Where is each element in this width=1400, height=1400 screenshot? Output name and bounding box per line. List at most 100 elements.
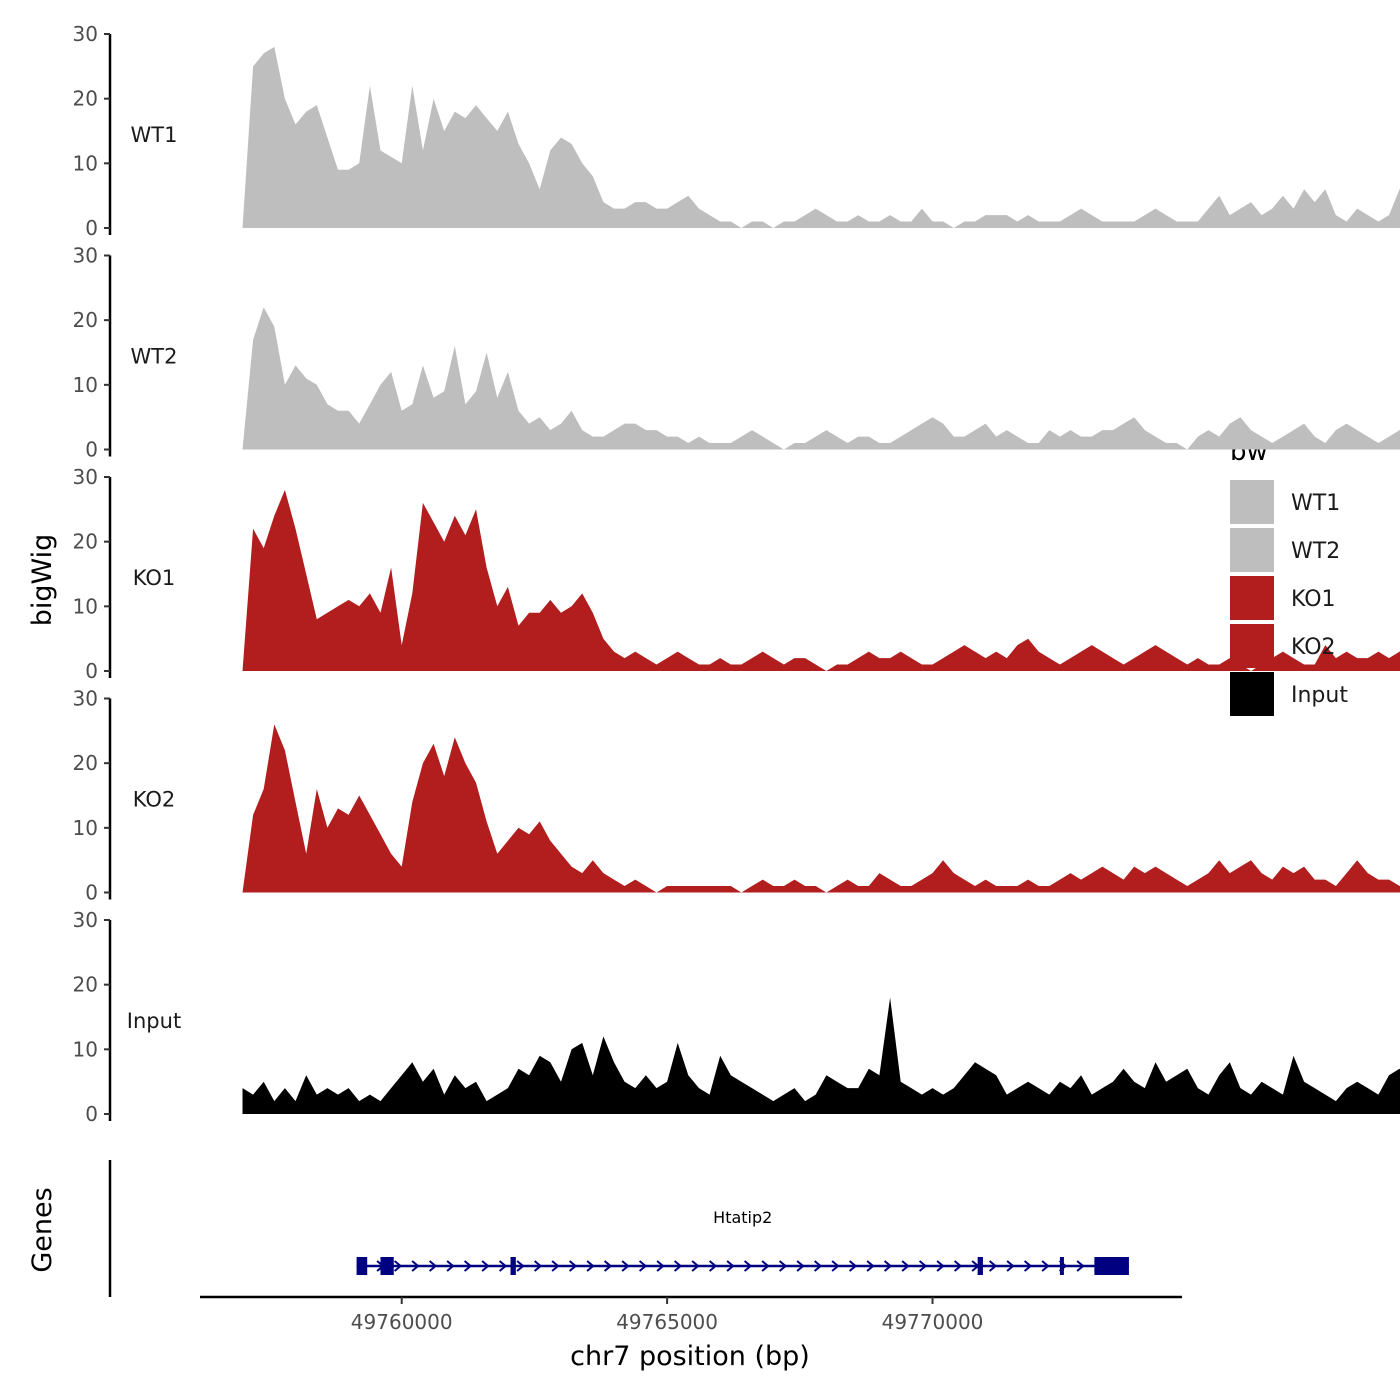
- track-wt2: 0 10 20 30 WT2: [73, 244, 1400, 462]
- exon: [1059, 1257, 1064, 1275]
- strand-arrow: [498, 1260, 508, 1272]
- strand-arrow: [918, 1260, 928, 1272]
- legend-item-ko2: KO2: [1230, 624, 1336, 668]
- strand-arrow: [813, 1260, 823, 1272]
- strand-arrow: [446, 1260, 455, 1272]
- y-tick-label: 10: [73, 151, 98, 175]
- track-wt1: 0 10 20 30 WT1: [73, 22, 1400, 240]
- strand-arrow: [953, 1260, 963, 1272]
- strand-arrow: [761, 1260, 770, 1272]
- track-label-wt1: WT1: [131, 123, 178, 147]
- track-label-input: Input: [127, 1009, 181, 1033]
- strand-arrow: [568, 1260, 578, 1272]
- gene-track: 49760000 49765000 49770000 Htatip2: [108, 1160, 1182, 1334]
- strand-arrow: [586, 1260, 595, 1272]
- strand-arrow: [1076, 1260, 1085, 1272]
- strand-arrow: [1041, 1260, 1050, 1272]
- y-tick-label: 20: [73, 87, 98, 111]
- track-ko2: 0 10 20 30 KO2: [73, 687, 1400, 905]
- strand-arrow: [883, 1260, 893, 1272]
- strand-arrow: [691, 1260, 700, 1272]
- strand-arrow: [516, 1260, 525, 1272]
- area-ko1: [242, 489, 1400, 671]
- track-ko1: 0 10 20 30 KO1: [73, 465, 1400, 683]
- y-tick-label: 0: [85, 881, 98, 905]
- x-tick-label: 49765000: [616, 1310, 718, 1334]
- y-tick-label: 30: [73, 22, 98, 46]
- strand-arrow: [796, 1260, 805, 1272]
- x-tick-label: 49760000: [351, 1310, 453, 1334]
- area-wt2: [242, 307, 1400, 450]
- exon: [977, 1257, 983, 1275]
- strand-arrow: [638, 1260, 648, 1272]
- strand-arrow: [848, 1260, 858, 1272]
- strand-arrow: [621, 1260, 630, 1272]
- exon: [380, 1257, 394, 1275]
- strand-arrow: [936, 1260, 945, 1272]
- strand-arrow: [988, 1260, 998, 1272]
- track-label-wt2: WT2: [131, 345, 178, 369]
- strand-arrow: [463, 1260, 473, 1272]
- legend-label: Input: [1291, 683, 1348, 708]
- y-tick-label: 0: [85, 216, 98, 240]
- strand-arrow: [533, 1260, 543, 1272]
- track-label-ko1: KO1: [133, 566, 176, 590]
- strand-arrow: [708, 1260, 718, 1272]
- legend-item-wt1: WT1: [1230, 480, 1340, 524]
- x-axis-title: chr7 position (bp): [570, 1341, 810, 1372]
- strand-arrow: [1023, 1260, 1033, 1272]
- y-tick-label: 20: [73, 308, 98, 332]
- gene-track-title: Genes: [27, 1187, 58, 1272]
- strand-arrow: [831, 1260, 840, 1272]
- y-tick-label: 10: [73, 373, 98, 397]
- y-tick-label: 20: [73, 530, 98, 554]
- signal-tracks: 0 10 20 30 WT1 0 10 20 30 WT2 0 10 20 30 KO1 0 10 20 30 KO2…: [73, 22, 1400, 1126]
- y-tick-label: 10: [73, 1037, 98, 1061]
- area-ko2: [242, 724, 1400, 893]
- strand-arrow: [901, 1260, 910, 1272]
- legend-swatch: [1230, 480, 1274, 524]
- strand-arrow: [743, 1260, 753, 1272]
- y-tick-label: 20: [73, 973, 98, 997]
- exon: [510, 1257, 516, 1275]
- strand-arrow: [603, 1260, 613, 1272]
- strand-arrow: [866, 1260, 875, 1272]
- gene-name: Htatip2: [713, 1208, 772, 1227]
- legend-item-ko1: KO1: [1230, 576, 1336, 620]
- legend-label: WT2: [1291, 539, 1340, 564]
- legend-swatch: [1230, 672, 1274, 716]
- legend-label: WT1: [1291, 491, 1340, 516]
- strand-arrow: [673, 1260, 683, 1272]
- x-tick-label: 49770000: [882, 1310, 984, 1334]
- strand-arrow: [481, 1260, 490, 1272]
- strand-arrow: [1006, 1260, 1015, 1272]
- strand-arrow: [656, 1260, 665, 1272]
- y-tick-label: 10: [73, 594, 98, 618]
- area-input: [242, 997, 1400, 1114]
- exon: [356, 1257, 368, 1275]
- y-tick-label: 30: [73, 465, 98, 489]
- legend-item-wt2: WT2: [1230, 528, 1340, 572]
- strand-arrow: [551, 1260, 560, 1272]
- y-tick-label: 0: [85, 659, 98, 683]
- y-tick-label: 10: [73, 816, 98, 840]
- track-label-ko2: KO2: [133, 788, 176, 812]
- y-tick-label: 0: [85, 438, 98, 462]
- legend-item-input: Input: [1230, 672, 1348, 716]
- y-axis-title: bigWig: [27, 534, 58, 627]
- y-tick-label: 30: [73, 244, 98, 268]
- strand-arrow: [411, 1260, 420, 1272]
- strand-arrow: [726, 1260, 735, 1272]
- area-wt1: [242, 46, 1400, 228]
- legend: WT1 WT2 KO1 KO2 Input: [1230, 480, 1348, 716]
- y-tick-label: 20: [73, 751, 98, 775]
- legend-label: KO2: [1291, 635, 1336, 660]
- y-tick-label: 30: [73, 908, 98, 932]
- exon: [1094, 1257, 1129, 1275]
- legend-swatch: [1230, 624, 1274, 668]
- strand-arrow: [393, 1260, 403, 1272]
- track-input: 0 10 20 30 Input: [73, 908, 1400, 1126]
- legend-swatch: [1230, 576, 1274, 620]
